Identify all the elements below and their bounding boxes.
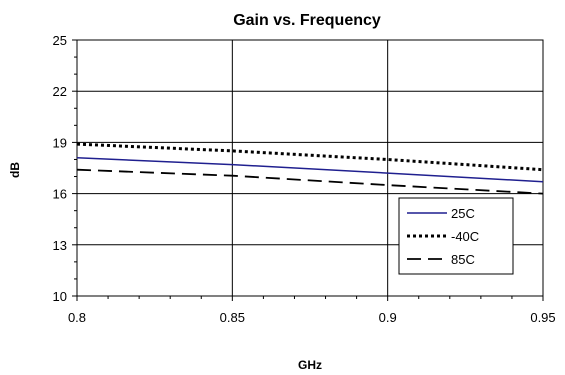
legend-box bbox=[398, 197, 514, 275]
x-axis-title: GHz bbox=[298, 358, 322, 372]
x-tick-label: 0.9 bbox=[379, 310, 397, 325]
y-tick-label: 22 bbox=[53, 84, 67, 99]
y-axis-title: dB bbox=[8, 162, 22, 178]
y-tick-label: 19 bbox=[53, 135, 67, 150]
series-line-85C bbox=[76, 168, 544, 195]
y-tick-label: 13 bbox=[53, 238, 67, 253]
x-tick-label: 0.8 bbox=[68, 310, 86, 325]
series-line-25C bbox=[76, 157, 544, 183]
legend-label: 85C bbox=[451, 252, 475, 267]
legend: 25C -40C 85C bbox=[398, 197, 514, 275]
y-tick-label: 10 bbox=[53, 289, 67, 304]
y-tick-label: 25 bbox=[53, 33, 67, 48]
legend-label: 25C bbox=[451, 206, 475, 221]
x-tick-label: 0.85 bbox=[220, 310, 245, 325]
chart-title: Gain vs. Frequency bbox=[233, 12, 381, 29]
x-tick-label: 0.95 bbox=[530, 310, 555, 325]
y-tick-label: 16 bbox=[53, 187, 67, 202]
legend-label: -40C bbox=[451, 229, 479, 244]
